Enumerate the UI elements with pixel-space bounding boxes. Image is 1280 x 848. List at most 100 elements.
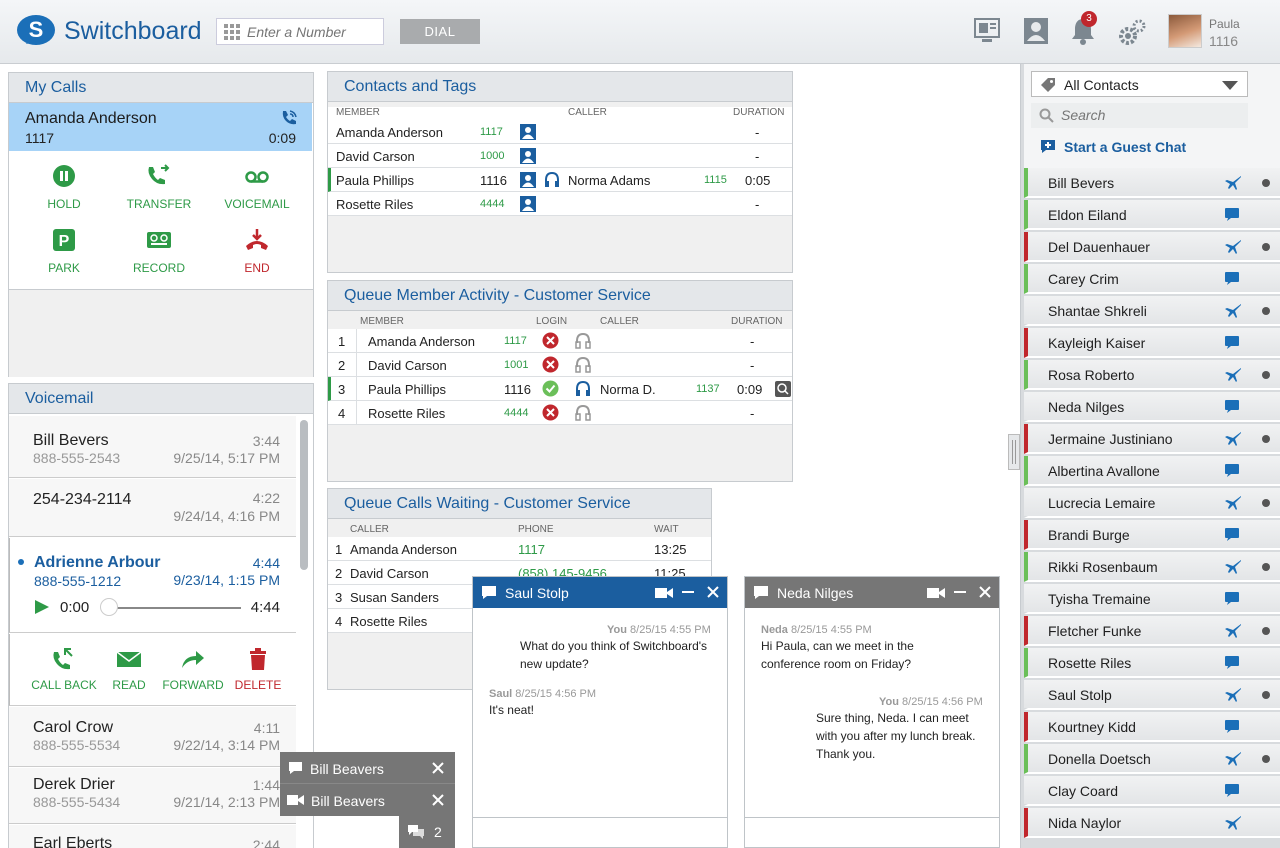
contact-list-item[interactable]: Lucrecia Lemaire [1024, 488, 1280, 518]
chat-bubble-icon[interactable] [1224, 271, 1240, 286]
away-plane-icon[interactable] [1224, 303, 1242, 319]
transfer-button[interactable]: TRANSFER [111, 164, 207, 211]
away-plane-icon[interactable] [1224, 687, 1242, 703]
record-button[interactable]: RECORD [111, 228, 207, 275]
contacts-search-field[interactable] [1031, 103, 1248, 128]
minimize-icon[interactable] [954, 591, 966, 593]
logged-in-icon[interactable] [542, 380, 559, 397]
chat-tab[interactable]: Bill Beavers [280, 784, 455, 816]
contact-list-item[interactable]: Shantae Shkreli [1024, 296, 1280, 326]
contact-list-item[interactable]: Tyisha Tremaine [1024, 584, 1280, 614]
chat-bubble-icon[interactable] [1224, 655, 1240, 670]
contact-card-icon[interactable] [1021, 16, 1051, 46]
video-call-icon[interactable] [927, 587, 945, 599]
voicemail-item[interactable]: Derek Drier 888-555-5434 1:44 9/21/14, 2… [9, 768, 296, 824]
table-row[interactable]: 1 Amanda Anderson 1117 13:25 [328, 537, 711, 561]
active-call-row[interactable]: Amanda Anderson 1117 0:09 [9, 103, 312, 151]
dial-button[interactable]: DIAL [400, 19, 480, 44]
contact-list-item[interactable]: Rikki Rosenbaum [1024, 552, 1280, 582]
park-button[interactable]: P PARK [16, 228, 112, 275]
logged-out-icon[interactable] [542, 356, 559, 373]
contacts-filter-dropdown[interactable]: All Contacts [1031, 71, 1248, 97]
table-row[interactable]: David Carson 1000 - [328, 144, 792, 168]
contact-list-item[interactable]: Bill Bevers [1024, 168, 1280, 198]
contact-list-item[interactable]: Nida Naylor [1024, 808, 1280, 838]
logged-out-icon[interactable] [542, 332, 559, 349]
chat-bubble-icon[interactable] [1224, 783, 1240, 798]
contact-list-item[interactable]: Neda Nilges [1024, 392, 1280, 422]
contact-card-icon[interactable] [520, 172, 536, 188]
contacts-search-input[interactable] [1061, 107, 1241, 123]
desk-phone-icon[interactable] [972, 16, 1002, 46]
away-plane-icon[interactable] [1224, 239, 1242, 255]
logged-out-icon[interactable] [542, 404, 559, 421]
close-icon[interactable] [431, 761, 445, 775]
table-row[interactable]: 2 David Carson 1001 - [328, 353, 792, 377]
chat-bubble-icon[interactable] [1224, 463, 1240, 478]
video-call-icon[interactable] [655, 587, 673, 599]
contact-list-item[interactable]: Rosette Riles [1024, 648, 1280, 678]
end-call-button[interactable]: END [209, 228, 305, 275]
away-plane-icon[interactable] [1224, 623, 1242, 639]
contact-list-item[interactable]: Eldon Eiland [1024, 200, 1280, 230]
voicemail-item-selected[interactable]: Adrienne Arbour 888-555-1212 4:44 9/23/1… [9, 538, 296, 633]
delete-button[interactable]: DELETE [210, 646, 306, 692]
contact-list-item[interactable]: Brandi Burge [1024, 520, 1280, 550]
forward-button[interactable]: FORWARD [145, 646, 241, 692]
keypad-icon[interactable] [217, 19, 247, 44]
away-plane-icon[interactable] [1224, 495, 1242, 511]
contact-card-icon[interactable] [520, 196, 536, 212]
hold-button[interactable]: HOLD [16, 164, 112, 211]
contact-card-icon[interactable] [520, 124, 536, 140]
contact-list-item[interactable]: Jermaine Justiniano [1024, 424, 1280, 454]
chat-bubble-icon[interactable] [1224, 591, 1240, 606]
sidebar-resize-handle[interactable] [1008, 434, 1020, 470]
user-avatar[interactable] [1168, 14, 1202, 48]
close-icon[interactable] [431, 793, 445, 807]
monitor-icon[interactable] [775, 381, 791, 397]
table-row[interactable]: Amanda Anderson 1117 - [328, 120, 792, 144]
play-icon[interactable] [34, 599, 50, 615]
table-row[interactable]: Rosette Riles 4444 - [328, 192, 792, 216]
chat-bubble-icon[interactable] [1224, 527, 1240, 542]
voicemail-item[interactable]: Earl Eberts 2:44 [9, 825, 296, 848]
voicemail-scrollbar[interactable] [300, 420, 308, 570]
contact-list-item[interactable]: Kayleigh Kaiser [1024, 328, 1280, 358]
chat-bubble-icon[interactable] [1224, 719, 1240, 734]
chat-message-input[interactable] [473, 817, 727, 848]
away-plane-icon[interactable] [1224, 175, 1242, 191]
contact-list-item[interactable]: Kourtney Kidd [1024, 712, 1280, 742]
dial-number-input[interactable] [247, 23, 377, 40]
away-plane-icon[interactable] [1224, 559, 1242, 575]
contact-list-item[interactable]: Fletcher Funke [1024, 616, 1280, 646]
voicemail-item[interactable]: Carol Crow 888-555-5534 4:11 9/22/14, 3:… [9, 707, 296, 767]
contact-list-item[interactable]: Saul Stolp [1024, 680, 1280, 710]
table-row[interactable]: 4 Rosette Riles 4444 - [328, 401, 792, 425]
away-plane-icon[interactable] [1224, 815, 1242, 831]
chat-message-input[interactable] [745, 817, 999, 848]
contact-list-item[interactable]: Rosa Roberto [1024, 360, 1280, 390]
contact-list-item[interactable]: Albertina Avallone [1024, 456, 1280, 486]
contact-card-icon[interactable] [520, 148, 536, 164]
chat-bubble-icon[interactable] [1224, 207, 1240, 222]
call-back-button[interactable]: CALL BACK [16, 646, 112, 692]
playback-track[interactable] [110, 607, 241, 609]
contact-list-item[interactable]: Carey Crim [1024, 264, 1280, 294]
dial-number-field[interactable] [216, 18, 384, 45]
chat-header[interactable]: Neda Nilges [745, 577, 999, 608]
chat-overflow-button[interactable]: 2 [399, 816, 455, 848]
settings-gears-icon[interactable] [1117, 18, 1147, 48]
voicemail-item[interactable]: Bill Bevers 888-555-2543 3:44 9/25/14, 5… [9, 416, 296, 478]
read-button[interactable]: READ [81, 646, 177, 692]
close-icon[interactable] [978, 585, 992, 599]
chat-tab[interactable]: Bill Beavers [280, 752, 455, 784]
away-plane-icon[interactable] [1224, 751, 1242, 767]
away-plane-icon[interactable] [1224, 431, 1242, 447]
contact-list-item[interactable]: Clay Coard [1024, 776, 1280, 806]
voicemail-button[interactable]: VOICEMAIL [209, 164, 305, 211]
minimize-icon[interactable] [682, 591, 694, 593]
table-row-active[interactable]: 3 Paula Phillips 1116 Norma D. 1137 0:09 [328, 377, 792, 401]
contact-list-item[interactable]: Del Dauenhauer [1024, 232, 1280, 262]
chat-bubble-icon[interactable] [1224, 335, 1240, 350]
voicemail-item[interactable]: 254-234-2114 4:22 9/24/14, 4:16 PM [9, 479, 296, 537]
